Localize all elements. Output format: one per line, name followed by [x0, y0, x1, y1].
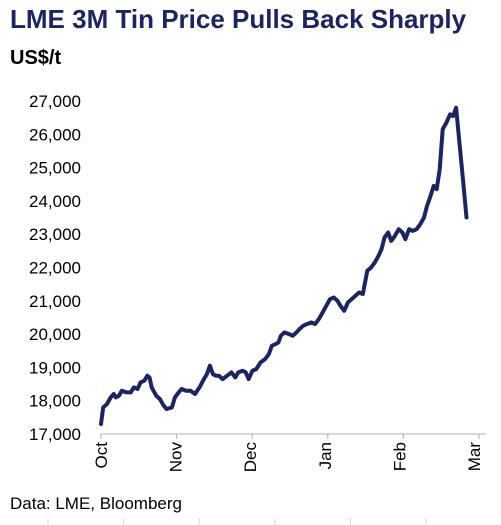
y-tick-label: 17,000 — [29, 425, 81, 444]
x-tick-label: Mar — [465, 442, 484, 472]
x-tick-label: Oct — [92, 442, 111, 469]
x-tick-label: Feb — [390, 442, 409, 471]
x-tick-label: Jan — [316, 442, 335, 469]
data-source-note: Data: LME, Bloomberg — [10, 494, 182, 513]
y-tick-label: 27,000 — [29, 92, 81, 111]
x-axis: Oct Nov Dec Jan Feb Mar — [47, 433, 486, 525]
y-axis-ticks: 17,000 18,000 19,000 20,000 21,000 22,000 23,0… — [29, 92, 81, 444]
series-layer — [99, 105, 469, 426]
x-tick-label: Dec — [241, 442, 260, 473]
y-tick-label: 18,000 — [29, 392, 81, 411]
y-tick-label: 20,000 — [29, 325, 81, 344]
y-tick-label: 21,000 — [29, 292, 81, 311]
y-tick-label: 22,000 — [29, 259, 81, 278]
y-tick-label: 24,000 — [29, 192, 81, 211]
x-tick-label: Nov — [167, 442, 186, 473]
chart-title: LME 3M Tin Price Pulls Back Sharply — [10, 4, 467, 34]
y-tick-label: 19,000 — [29, 358, 81, 377]
y-tick-label: 23,000 — [29, 225, 81, 244]
tin-price-series-line — [99, 105, 469, 426]
y-axis-unit-label: US$/t — [10, 47, 62, 69]
y-tick-label: 25,000 — [29, 159, 81, 178]
y-tick-label: 26,000 — [29, 125, 81, 144]
